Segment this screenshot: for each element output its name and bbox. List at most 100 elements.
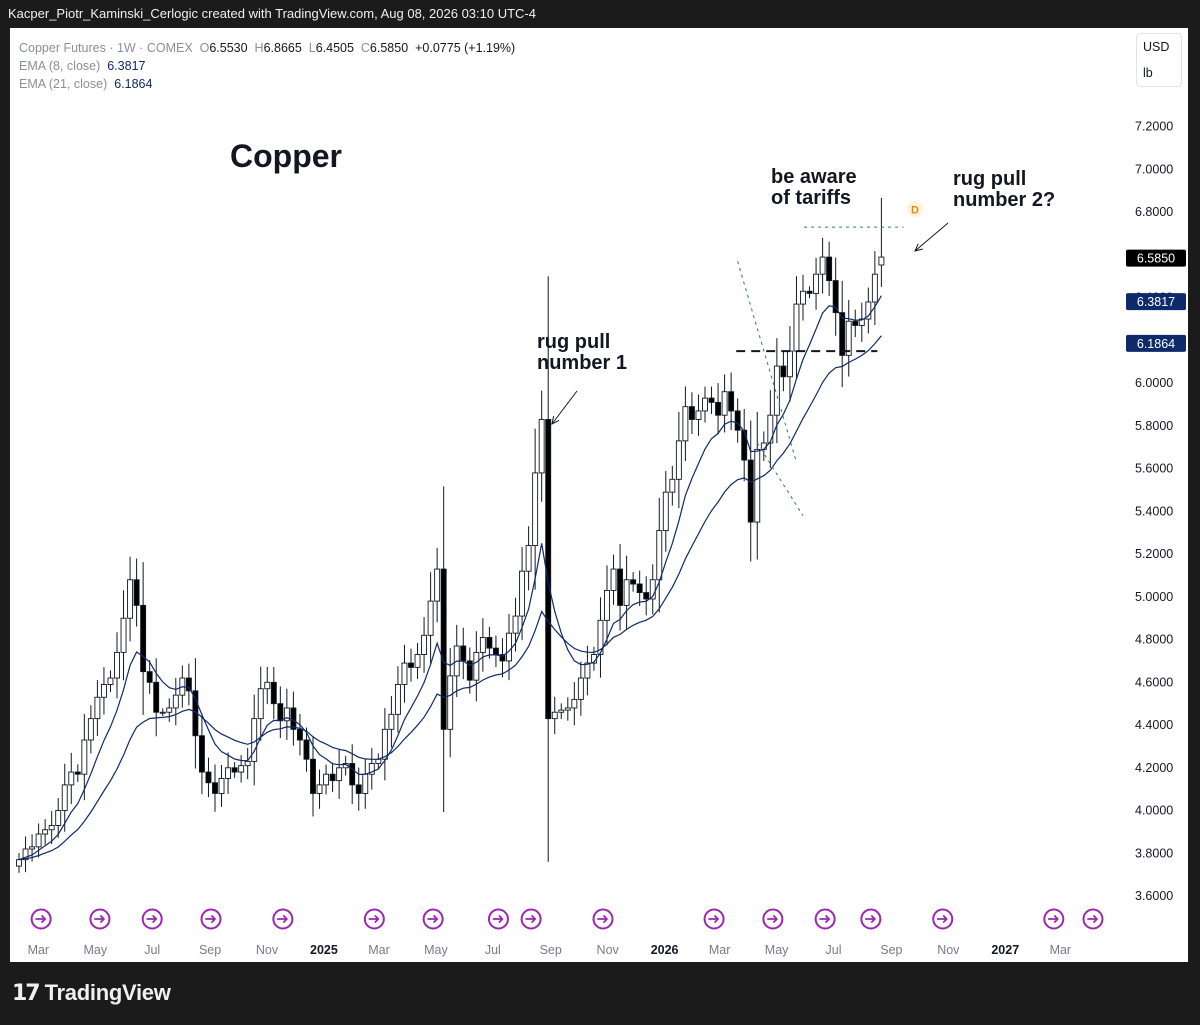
event-icon[interactable]: [272, 908, 294, 930]
candle: [244, 747, 251, 780]
candle: [323, 764, 330, 795]
price-tag-label: 6.3817: [1137, 295, 1175, 309]
candle: [22, 836, 29, 873]
legend-high-key: H: [254, 41, 264, 55]
candle-body: [310, 758, 316, 794]
event-icon[interactable]: [1082, 908, 1104, 930]
candle: [127, 556, 134, 642]
candle-body: [120, 617, 127, 653]
candle: [270, 666, 277, 720]
candle-body: [277, 703, 284, 722]
chart-panel[interactable]: D 3.6000 3.8000 4.0000 4.2000 4.4000 4.6000 4.8…: [10, 28, 1188, 962]
candle-body: [205, 771, 212, 784]
last-price-tag: 6.5850: [1126, 249, 1186, 267]
candle: [878, 198, 885, 287]
candle-body: [290, 707, 297, 730]
legend-ema8-row[interactable]: EMA (8, close) 6.3817: [19, 57, 515, 75]
candle: [100, 667, 107, 715]
event-icon[interactable]: [422, 908, 444, 930]
event-icon[interactable]: [932, 908, 954, 930]
event-icon[interactable]: [141, 908, 163, 930]
candle-body: [499, 654, 506, 662]
candle: [205, 757, 212, 798]
x-tick-label: Sep: [540, 943, 562, 957]
ema-21-line: [18, 335, 882, 861]
candle: [264, 666, 271, 705]
event-icon[interactable]: [814, 908, 836, 930]
candle-body: [146, 671, 153, 683]
candle-body: [257, 688, 264, 720]
y-tick-label: 7.0000: [1135, 162, 1173, 176]
candle: [649, 564, 656, 615]
candle: [94, 679, 101, 736]
event-icon[interactable]: [1043, 908, 1065, 930]
candle-body: [16, 859, 22, 867]
candle-body: [786, 350, 793, 378]
candle: [695, 394, 702, 436]
event-icon[interactable]: [200, 908, 222, 930]
candle: [16, 852, 22, 873]
arrow-head: [551, 416, 560, 425]
candle-body: [669, 478, 676, 493]
candle-body: [800, 290, 806, 305]
candle: [421, 617, 428, 673]
candle-body: [688, 406, 695, 420]
candle-body: [525, 545, 532, 572]
candle: [780, 351, 787, 392]
event-arrow-icon: [525, 915, 537, 923]
candle-body: [401, 662, 408, 685]
event-icon[interactable]: [762, 908, 784, 930]
candle: [336, 749, 343, 799]
tradingview-brand[interactable]: 17 TradingView: [12, 980, 171, 1006]
candle: [473, 631, 480, 702]
candle-body: [780, 365, 787, 378]
candle: [166, 698, 173, 722]
candle: [153, 658, 160, 737]
candle: [623, 555, 630, 630]
candle-body: [264, 681, 271, 690]
candle-body: [728, 391, 735, 412]
rug-pull-1-line1: rug pull: [537, 331, 611, 353]
price-tag-label: 6.1864: [1137, 337, 1175, 351]
candle-body: [571, 698, 578, 709]
bottom-bar: 17 TradingView: [0, 962, 1200, 1025]
candle-body: [381, 728, 388, 760]
units-selector[interactable]: USD lb: [1136, 33, 1182, 87]
candle-body: [81, 739, 88, 775]
candle: [290, 691, 297, 746]
event-icon[interactable]: [30, 908, 52, 930]
candle: [107, 670, 114, 693]
legend-symbol[interactable]: Copper Futures · 1W · COMEX: [19, 41, 193, 55]
candle: [329, 762, 336, 793]
candle-body: [42, 829, 49, 835]
event-icon[interactable]: [89, 908, 111, 930]
currency-unit[interactable]: USD: [1143, 40, 1170, 54]
candle: [460, 627, 467, 680]
event-icon[interactable]: [363, 908, 385, 930]
y-tick-label: 3.8000: [1135, 846, 1173, 860]
event-arrow-icon: [708, 915, 719, 923]
candle-body: [682, 406, 689, 442]
price-chart[interactable]: D 3.6000 3.8000 4.0000 4.2000 4.4000 4.6000 4.8…: [10, 28, 1188, 962]
event-icon[interactable]: [703, 908, 725, 930]
candle: [793, 276, 800, 379]
candle: [479, 618, 486, 672]
candle-body: [506, 632, 512, 662]
candle-body: [715, 401, 722, 416]
event-icon[interactable]: [487, 908, 509, 930]
event-icon[interactable]: [592, 908, 614, 930]
candle-body: [349, 763, 356, 786]
candle: [257, 666, 264, 741]
candle-body: [819, 256, 826, 275]
event-arrow-icon: [864, 915, 876, 923]
event-icon[interactable]: [860, 908, 882, 930]
candle: [506, 613, 512, 681]
legend-ema21-row[interactable]: EMA (21, close) 6.1864: [19, 75, 515, 93]
event-icon[interactable]: [520, 908, 542, 930]
price-unit[interactable]: lb: [1143, 66, 1153, 80]
event-arrow-icon: [597, 915, 608, 923]
x-tick-label: May: [83, 943, 107, 957]
ema-price-tag: 6.1864: [1126, 334, 1186, 352]
legend-ema21-value: 6.1864: [114, 77, 153, 91]
candle: [140, 562, 147, 715]
